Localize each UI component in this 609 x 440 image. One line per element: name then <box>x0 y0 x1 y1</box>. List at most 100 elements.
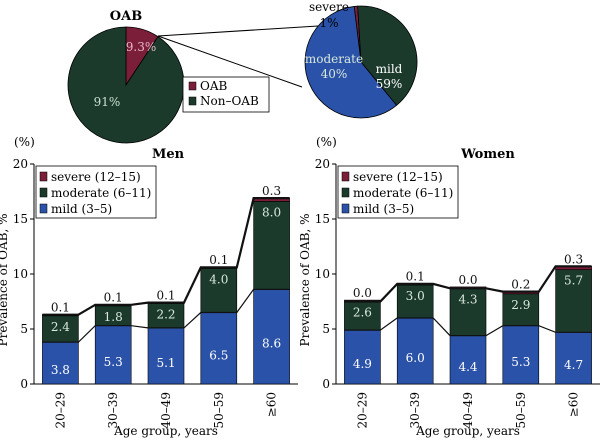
men-mild-line <box>42 288 290 343</box>
men-value-label-severe: 0.1 <box>156 288 175 302</box>
men-value-label-moderate: 4.0 <box>209 273 228 287</box>
women-xlabel: Age group, years <box>415 424 520 438</box>
pie-sev-label-mild: mild <box>376 62 403 76</box>
men-chart: Men (%) 0 5 10 15 20 Prevalence of OAB, % 3.8 2.4… <box>0 135 298 438</box>
pie-sev-label-severe: severe <box>309 0 349 14</box>
women-ytick-label: 20 <box>315 157 330 171</box>
men-ytick-label: 5 <box>20 322 28 336</box>
men-title: Men <box>152 147 185 162</box>
men-legend-box <box>35 165 157 219</box>
women-xtick-label: 40–49 <box>461 392 475 429</box>
pie-oab-slice-non_oab <box>67 26 185 144</box>
men-bar-mild <box>253 289 290 385</box>
men-legend-swatch-severe <box>39 171 48 182</box>
pie-oab-legend-swatch-non_oab <box>188 96 197 106</box>
men-ytick-label: 10 <box>13 267 28 281</box>
men-ytick-label: 0 <box>20 377 28 391</box>
women-value-label-severe: 0.0 <box>353 286 372 300</box>
men-value-label-severe: 0.3 <box>262 184 281 198</box>
women-bar-mild <box>449 335 487 385</box>
women-ytick-label: 15 <box>315 212 330 226</box>
pie-sev-slice-moderate <box>357 5 418 106</box>
men-bar-mild <box>147 327 185 385</box>
pie-sev-slice-mild <box>304 5 398 119</box>
women-value-label-moderate: 5.7 <box>564 274 583 288</box>
men-value-label-moderate: 2.2 <box>156 308 175 322</box>
women-ytick-label: 0 <box>322 377 330 391</box>
pie-oab-legend-swatch-oab <box>188 81 197 91</box>
women-value-label-mild: 4.9 <box>353 357 372 371</box>
men-legend-label-severe: severe (12–15) <box>51 170 141 184</box>
women-unit-label: (%) <box>316 135 337 149</box>
women-value-label-moderate: 2.9 <box>511 298 530 312</box>
men-value-label-mild: 5.3 <box>104 355 123 369</box>
men-value-label-severe: 0.1 <box>51 300 70 314</box>
men-value-label-severe: 0.1 <box>209 253 228 267</box>
men-value-label-severe: 0.1 <box>104 291 123 305</box>
women-legend-label-moderate: moderate (6–11) <box>353 186 453 200</box>
men-bar-moderate <box>253 201 290 290</box>
women-bar-mild <box>396 317 434 385</box>
women-bar-mild <box>555 331 592 385</box>
men-xtick-label: 40–49 <box>159 392 173 429</box>
women-value-label-severe: 0.3 <box>564 252 583 266</box>
men-unit-label: (%) <box>14 135 35 149</box>
women-xtick-label: 20–29 <box>355 392 369 429</box>
women-value-label-mild: 6.0 <box>406 351 425 365</box>
men-value-label-moderate: 2.4 <box>51 320 70 334</box>
women-bar-moderate <box>502 293 540 326</box>
pie-sev-pct-mild: 59% <box>376 77 403 91</box>
women-legend-swatch-mild <box>341 203 350 214</box>
men-value-label-moderate: 1.8 <box>104 310 123 324</box>
men-value-label-mild: 5.1 <box>156 356 175 370</box>
women-value-label-mild: 4.4 <box>458 360 477 374</box>
men-bar-mild <box>94 325 132 385</box>
women-ytick-label: 5 <box>322 322 330 336</box>
women-legend-label-mild: mild (3–5) <box>353 202 414 216</box>
men-xtick-label: 50–59 <box>212 392 226 429</box>
men-value-label-moderate: 8.0 <box>262 205 281 219</box>
pie-oab-legend-box <box>182 76 270 113</box>
women-value-label-severe: 0.0 <box>458 273 477 287</box>
women-ytick-label: 10 <box>315 267 330 281</box>
men-bar-moderate <box>147 303 185 329</box>
men-legend-swatch-mild <box>39 203 48 214</box>
women-legend-swatch-severe <box>341 171 350 182</box>
pie-oab-label-nonoab: 91% <box>94 95 121 109</box>
women-legend-box <box>337 165 459 219</box>
men-value-label-mild: 6.5 <box>209 348 228 362</box>
pie-oab-title: OAB <box>110 9 142 24</box>
women-value-label-mild: 5.3 <box>511 355 530 369</box>
pie-connector-bottom <box>157 35 303 88</box>
men-bar-moderate <box>200 268 238 313</box>
men-bar-mild <box>200 312 238 385</box>
pie-sev-pct-moderate: 40% <box>321 67 348 81</box>
women-ylabel: Prevalence of OAB, % <box>298 214 312 347</box>
pie-sev-pct-severe: 1% <box>319 16 338 30</box>
women-value-label-severe: 0.1 <box>406 270 425 284</box>
men-xtick-label: ≥60 <box>265 392 279 417</box>
women-value-label-moderate: 2.6 <box>353 306 372 320</box>
women-value-label-moderate: 3.0 <box>406 289 425 303</box>
pie-oab-legend-label: OAB <box>200 79 228 93</box>
men-legend-label-moderate: moderate (6–11) <box>51 186 151 200</box>
women-bar-moderate <box>396 284 434 319</box>
women-legend-swatch-moderate <box>341 187 350 198</box>
men-ytick-label: 20 <box>13 157 28 171</box>
women-xtick-label: ≥60 <box>567 392 581 417</box>
men-legend-swatch-moderate <box>39 187 48 198</box>
men-ytick-label: 15 <box>13 212 28 226</box>
women-value-label-severe: 0.2 <box>511 278 530 292</box>
women-bar-mild <box>344 329 381 385</box>
men-xlabel: Age group, years <box>113 424 218 438</box>
pie-oab-legend-label: Non–OAB <box>200 94 259 108</box>
men-ylabel: Prevalence of OAB, % <box>0 214 10 347</box>
men-xtick-label: 30–39 <box>106 392 120 429</box>
women-total-line <box>344 265 592 303</box>
women-value-label-moderate: 4.3 <box>458 292 477 306</box>
women-bar-mild <box>502 325 540 385</box>
women-xtick-label: 30–39 <box>408 392 422 429</box>
men-xtick-label: 20–29 <box>53 392 67 429</box>
women-value-label-mild: 4.7 <box>564 358 583 372</box>
